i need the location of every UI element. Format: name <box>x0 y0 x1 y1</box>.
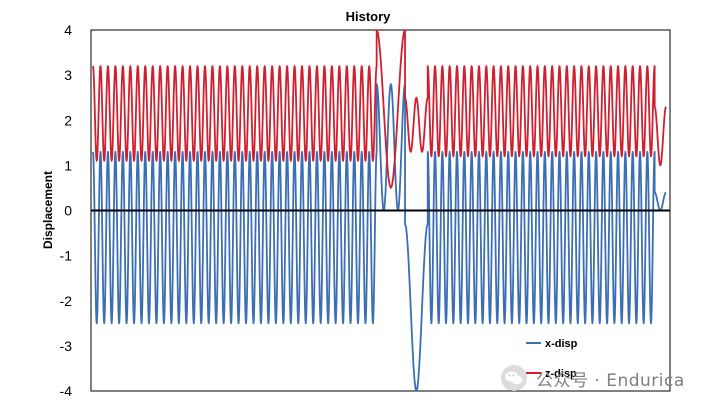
y-tick-label: -1 <box>60 248 73 264</box>
watermark: 公众号 · Endurica <box>500 364 685 392</box>
y-tick-label: 2 <box>64 112 72 128</box>
legend-label-x-disp: x-disp <box>545 338 578 350</box>
y-tick-label: -4 <box>60 383 73 399</box>
legend-label-z-disp: z-disp <box>545 368 577 380</box>
series-line-z-disp <box>92 29 667 189</box>
chart-title: History <box>346 9 392 24</box>
legend: x-disp z-disp <box>526 338 578 380</box>
plot-area: -4 -3 -2 -1 0 1 2 3 4 <box>60 22 671 399</box>
y-tick-label: 3 <box>64 67 72 83</box>
series-line-x-disp <box>92 83 667 392</box>
y-tick-label: -2 <box>60 293 73 309</box>
watermark-text: 公众号 · Endurica <box>536 370 685 391</box>
y-tick-label: 1 <box>64 157 72 173</box>
y-tick-label: 0 <box>64 203 72 219</box>
wechat-icon <box>501 365 527 391</box>
y-tick-label: -3 <box>60 338 73 354</box>
y-tick-label: 4 <box>64 22 72 38</box>
y-axis-label: Displacement <box>41 171 55 249</box>
